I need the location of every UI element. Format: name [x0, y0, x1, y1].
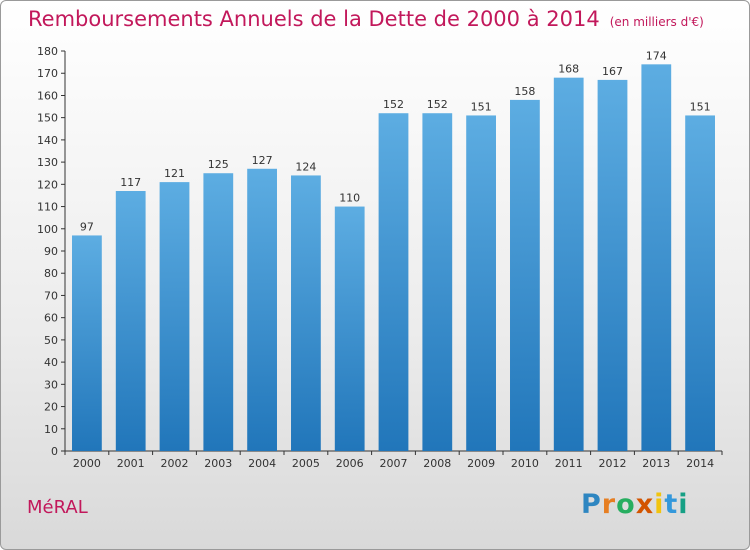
bar-value-label: 97 [80, 220, 94, 233]
x-tick-label: 2005 [292, 457, 320, 470]
x-tick-label: 2004 [248, 457, 276, 470]
x-tick-label: 2003 [204, 457, 232, 470]
y-tick-label: 170 [37, 67, 58, 80]
x-tick-label: 2010 [511, 457, 539, 470]
x-tick-label: 2002 [161, 457, 189, 470]
bars [72, 64, 715, 452]
bar-value-label: 152 [383, 98, 404, 111]
bar [291, 175, 321, 451]
y-tick-label: 0 [51, 445, 58, 458]
axes: 0 10 20 30 40 50 60 70 80 90 100 110 120 130 140 150 160… [37, 45, 723, 470]
y-tick-label: 50 [44, 334, 58, 347]
bar [466, 115, 496, 451]
x-tick-label: 2011 [555, 457, 583, 470]
bar-value-label: 168 [558, 63, 579, 76]
y-tick-label: 40 [44, 356, 58, 369]
bar-value-label: 152 [427, 98, 448, 111]
bar-value-label: 167 [602, 65, 623, 78]
logo-letter: t [664, 489, 679, 520]
logo-letter: i [678, 489, 689, 520]
bar-value-label: 158 [514, 85, 535, 98]
y-tick-label: 160 [37, 89, 58, 102]
logo-letter: P [581, 489, 602, 520]
bar-value-label: 151 [690, 100, 711, 113]
bar [378, 113, 409, 451]
title-text: Remboursements Annuels de la Dette de 20… [28, 7, 600, 31]
bar [72, 235, 102, 451]
proxiti-logo: Proxiti [581, 489, 689, 520]
x-tick-label: 2009 [467, 457, 495, 470]
bar-value-label: 151 [471, 100, 492, 113]
y-tick-label: 80 [44, 267, 58, 280]
x-tick-label: 2013 [642, 457, 670, 470]
x-tick-label: 2001 [117, 457, 145, 470]
logo-letter: o [616, 489, 636, 520]
x-tick-label: 2000 [73, 457, 101, 470]
bar [247, 168, 277, 451]
commune-name: MéRAL [27, 497, 88, 518]
y-tick-label: 60 [44, 312, 58, 325]
bar-value-label: 125 [208, 158, 229, 171]
y-tick-label: 10 [44, 423, 58, 436]
bar-value-label: 174 [646, 49, 667, 62]
y-tick-label: 140 [37, 134, 58, 147]
bar [334, 206, 365, 451]
y-tick-label: 70 [44, 289, 58, 302]
y-tick-label: 180 [37, 45, 58, 58]
y-tick-label: 100 [37, 223, 58, 236]
logo-letter: i [654, 489, 665, 520]
bar-value-label: 124 [295, 160, 316, 173]
y-tick-label: 130 [37, 156, 58, 169]
bar-value-label: 110 [339, 192, 360, 205]
bar-value-label: 117 [120, 176, 141, 189]
y-tick-label: 110 [37, 201, 58, 214]
chart-subtitle: (en milliers d'€) [609, 15, 704, 29]
bar [685, 115, 715, 451]
bar [159, 182, 190, 451]
bar [641, 64, 672, 452]
bar [115, 191, 146, 451]
y-tick-label: 90 [44, 245, 58, 258]
bar-value-label: 121 [164, 167, 185, 180]
x-tick-label: 2012 [599, 457, 627, 470]
data-labels: 97 117 121 125 127 124 110 152 152 151 158 168 167 17… [80, 49, 711, 233]
y-tick-label: 150 [37, 112, 58, 125]
logo-letter: x [635, 489, 655, 520]
x-tick-label: 2007 [380, 457, 408, 470]
bar [553, 77, 584, 452]
x-tick-label: 2008 [423, 457, 451, 470]
chart-title: Remboursements Annuels de la Dette de 20… [28, 7, 704, 31]
bar [510, 99, 540, 451]
bar [597, 79, 628, 451]
logo-letter: r [601, 489, 617, 520]
bar [203, 173, 234, 451]
y-tick-label: 30 [44, 378, 58, 391]
x-tick-label: 2006 [336, 457, 364, 470]
bar-value-label: 127 [252, 154, 273, 167]
y-tick-label: 120 [37, 178, 58, 191]
bar [422, 113, 453, 451]
x-tick-label: 2014 [686, 457, 714, 470]
y-tick-label: 20 [44, 401, 58, 414]
